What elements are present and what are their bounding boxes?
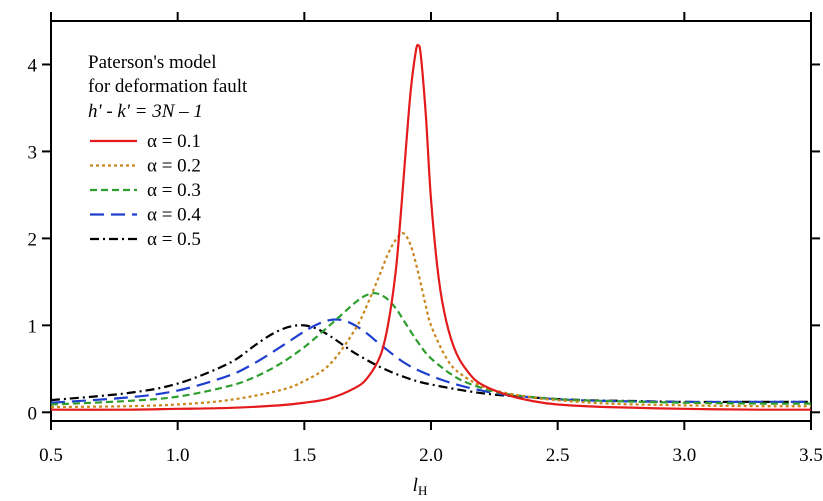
x-tick-label: 3.5 bbox=[799, 445, 823, 466]
series-line-2 bbox=[50, 231, 812, 409]
series-line-3 bbox=[50, 292, 812, 406]
x-tick-label: 2.5 bbox=[546, 445, 570, 466]
annotation-line-2: for deformation fault bbox=[88, 76, 248, 97]
series-line-5 bbox=[50, 324, 811, 404]
y-tick-label: 1 bbox=[28, 316, 38, 337]
ticks bbox=[42, 12, 820, 430]
annotation-line-3: h' - k' = 3N – 1 bbox=[88, 101, 203, 122]
annotation-line-1: Paterson's model bbox=[88, 52, 217, 73]
x-tick-label: 1.5 bbox=[292, 445, 316, 466]
legend-label-3: α = 0.3 bbox=[147, 180, 201, 201]
series-line-1 bbox=[50, 43, 812, 411]
y-tick-label: 3 bbox=[28, 142, 38, 163]
legend-label-4: α = 0.4 bbox=[147, 205, 201, 226]
x-tick-label: 1.0 bbox=[166, 445, 190, 466]
x-tick-label: 0.5 bbox=[39, 445, 63, 466]
y-tick-label: 2 bbox=[28, 229, 38, 250]
y-tick-label: 0 bbox=[28, 403, 38, 424]
series-lines bbox=[50, 43, 812, 411]
x-axis-label: lH bbox=[413, 475, 428, 498]
legend-label-2: α = 0.2 bbox=[147, 156, 201, 177]
tick-labels: 0.5 1.0 1.5 2.0 2.5 3.0 3.5 0 1 2 3 4 bbox=[28, 55, 823, 466]
legend-label-1: α = 0.1 bbox=[147, 131, 201, 152]
x-tick-label: 3.0 bbox=[672, 445, 696, 466]
legend-label-5: α = 0.5 bbox=[147, 229, 201, 250]
y-tick-label: 4 bbox=[28, 55, 38, 76]
legend-items: α = 0.1 α = 0.2 α = 0.3 α = 0.4 α = 0.5 bbox=[90, 131, 201, 250]
legend: Paterson's model for deformation fault h… bbox=[88, 52, 248, 250]
x-tick-label: 2.0 bbox=[419, 445, 443, 466]
series-line-4 bbox=[50, 318, 811, 404]
